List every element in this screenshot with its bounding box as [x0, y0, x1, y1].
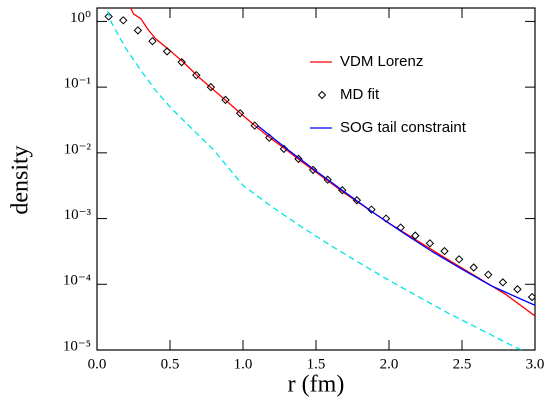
data-point [177, 57, 186, 67]
x-tick-label: 2.5 [453, 356, 472, 372]
y-tick-label: 10⁻⁵ [63, 338, 91, 354]
data-point [484, 270, 493, 279]
x-tick-label: 0.5 [161, 356, 180, 372]
data-point [206, 82, 216, 92]
data-point [133, 26, 143, 35]
x-tick-label: 1.0 [234, 356, 253, 372]
series-line [257, 125, 535, 306]
data-point [162, 47, 172, 56]
data-point [235, 109, 245, 118]
y-axis-label: density [8, 145, 34, 214]
series-line [129, 8, 535, 317]
data-point [221, 95, 230, 105]
x-tick-label: 2.0 [380, 356, 399, 372]
data-point [381, 214, 391, 223]
data-point [308, 165, 318, 175]
data-point [367, 205, 376, 214]
data-point [454, 255, 464, 264]
x-tick-label: 3.0 [526, 356, 545, 372]
x-tick-label: 1.5 [307, 356, 326, 372]
legend-symbol [317, 90, 327, 100]
data-point [119, 16, 128, 25]
legend-label: SOG tail constraint [340, 119, 467, 136]
plot-area [104, 8, 535, 350]
data-point [498, 278, 508, 287]
y-tick-label: 10⁻² [64, 141, 92, 157]
series-line [105, 8, 524, 350]
data-point [425, 239, 435, 248]
data-point [148, 36, 157, 46]
x-axis-label: r (fm) [288, 372, 345, 398]
data-point [104, 12, 113, 21]
legend-label: MD fit [340, 86, 380, 103]
plot-frame [96, 7, 536, 351]
legend-label: VDM Lorenz [340, 53, 423, 70]
data-point [513, 285, 522, 294]
data-point [192, 70, 201, 80]
x-tick-label: 0.0 [88, 356, 107, 372]
y-tick-label: 10⁻¹ [64, 76, 91, 92]
y-tick-label: 10⁻³ [64, 207, 92, 223]
data-point [294, 154, 303, 164]
data-point [527, 292, 535, 302]
y-tick-label: 10⁰ [70, 10, 91, 26]
data-point [469, 263, 478, 272]
y-tick-label: 10⁻⁴ [63, 273, 91, 289]
data-point [411, 231, 420, 240]
data-point [250, 121, 259, 130]
data-point [440, 246, 449, 256]
